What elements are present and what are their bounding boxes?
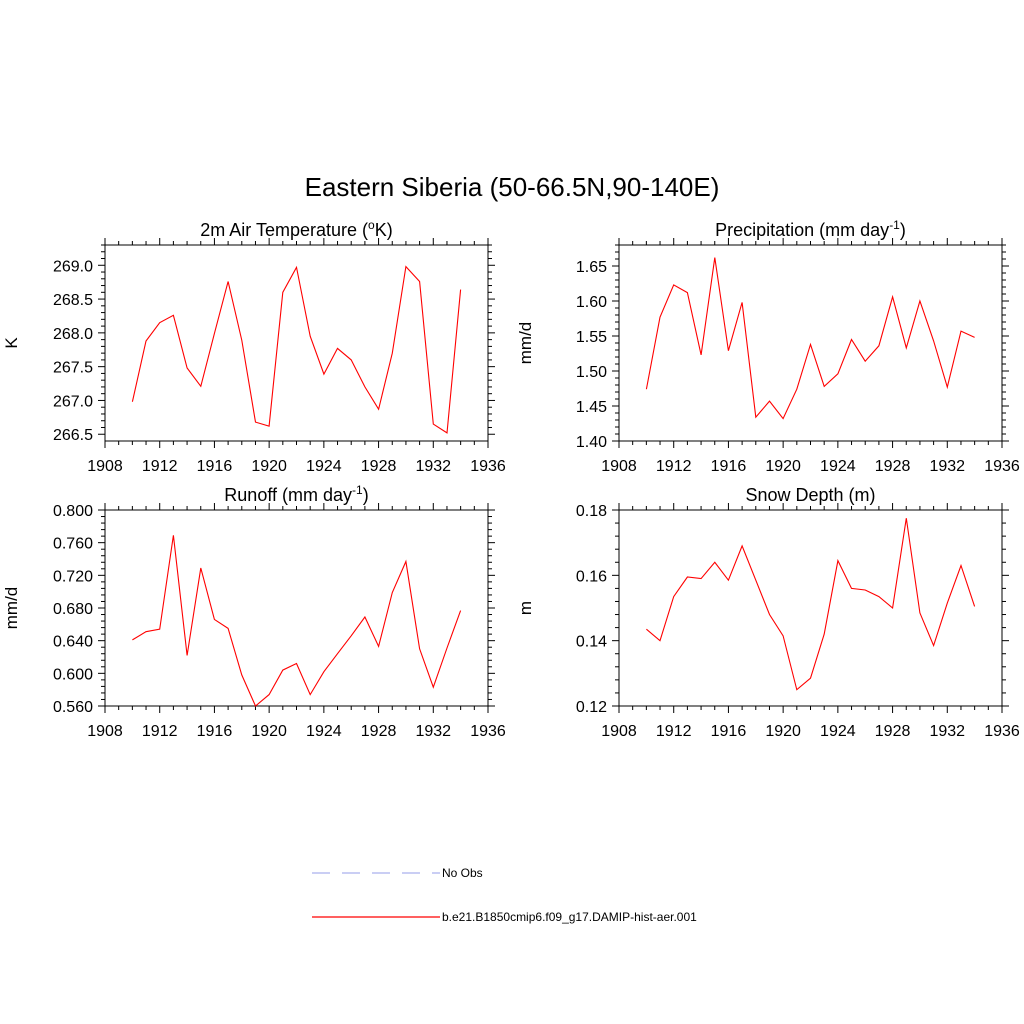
y-tick-label: 1.45 xyxy=(576,399,607,416)
panel-title: 2m Air Temperature (oK) xyxy=(200,218,392,240)
panel-title-end: ) xyxy=(900,220,906,240)
x-tick-label: 1932 xyxy=(415,723,451,740)
x-tick-label: 1924 xyxy=(820,458,856,475)
x-tick-label: 1912 xyxy=(142,723,178,740)
x-tick-label: 1924 xyxy=(306,458,342,475)
x-tick-label: 1916 xyxy=(711,723,747,740)
x-tick-label: 1936 xyxy=(470,458,506,475)
y-tick-label: 268.0 xyxy=(53,326,93,343)
panel-precipitation: 1908 1912 1916 1920 1924 1928 1932 1936 1.40 1.45… xyxy=(516,218,1020,475)
x-tick-label: 1908 xyxy=(87,723,123,740)
legend-label-model: b.e21.B1850cmip6.f09_g17.DAMIP-hist-aer.… xyxy=(442,910,697,924)
series-line-precipitation xyxy=(645,257,975,420)
series-line-snow-depth xyxy=(646,518,976,691)
plot-frame xyxy=(104,244,489,442)
y-tick-label: 0.12 xyxy=(576,699,607,716)
y-tick-label: 0.720 xyxy=(53,568,93,585)
panel-title-end: ) xyxy=(363,485,369,505)
x-tick-label: 1916 xyxy=(711,458,747,475)
x-tick-label: 1936 xyxy=(470,723,506,740)
y-tick-label: 267.5 xyxy=(53,360,93,377)
legend-label-no-obs: No Obs xyxy=(442,866,483,880)
x-tick-label: 1920 xyxy=(251,723,287,740)
x-tick-label: 1932 xyxy=(929,458,965,475)
panel-title-text: Precipitation (mm day xyxy=(715,220,889,240)
x-tick-label: 1912 xyxy=(656,723,692,740)
legend: No Obs b.e21.B1850cmip6.f09_g17.DAMIP-hi… xyxy=(312,866,697,924)
x-tick-label: 1928 xyxy=(361,458,397,475)
figure-title: Eastern Siberia (50-66.5N,90-140E) xyxy=(305,172,720,202)
y-tick-label: 0.16 xyxy=(576,568,607,585)
panel-title: Runoff (mm day-1) xyxy=(224,483,368,505)
y-tick-label: 268.5 xyxy=(53,292,93,309)
x-tick-label: 1912 xyxy=(142,458,178,475)
y-tick-label: 1.60 xyxy=(576,294,607,311)
y-tick-label: 0.760 xyxy=(53,536,93,553)
x-tick-label: 1908 xyxy=(601,723,637,740)
y-tick-label: 1.50 xyxy=(576,364,607,381)
panel-title: Snow Depth (m) xyxy=(745,485,875,505)
y-tick-label: 0.680 xyxy=(53,601,93,618)
y-tick-label: 0.18 xyxy=(576,503,607,520)
chart-panels: 1908 1912 1916 1920 1924 1928 1932 1936 266.5 267… xyxy=(2,218,1020,740)
x-tick-label: 1928 xyxy=(875,458,911,475)
x-tick-label: 1916 xyxy=(197,723,233,740)
y-tick-label: 266.5 xyxy=(53,427,93,444)
y-axis-label: mm/d xyxy=(2,587,21,630)
y-axis-label: K xyxy=(2,337,21,349)
y-axis-label: mm/d xyxy=(516,322,535,365)
y-tick-label: 1.55 xyxy=(576,329,607,346)
x-tick-label: 1920 xyxy=(251,458,287,475)
y-tick-label: 1.40 xyxy=(576,434,607,451)
y-tick-label: 0.600 xyxy=(53,666,93,683)
y-tick-label: 0.14 xyxy=(576,634,607,651)
y-tick-label: 267.0 xyxy=(53,393,93,410)
panel-title-end: K) xyxy=(375,220,393,240)
y-tick-label: 0.800 xyxy=(53,503,93,520)
panel-title-text: Runoff (mm day xyxy=(224,485,352,505)
x-tick-label: 1920 xyxy=(765,723,801,740)
x-tick-label: 1932 xyxy=(415,458,451,475)
y-tick-label: 0.560 xyxy=(53,699,93,716)
panel-air-temperature: 1908 1912 1916 1920 1924 1928 1932 1936 266.5 267… xyxy=(2,218,506,475)
x-tick-label: 1924 xyxy=(820,723,856,740)
panel-title-text: Snow Depth (m) xyxy=(745,485,875,505)
x-tick-label: 1928 xyxy=(875,723,911,740)
x-tick-label: 1908 xyxy=(601,458,637,475)
x-tick-label: 1908 xyxy=(87,458,123,475)
x-tick-label: 1932 xyxy=(929,723,965,740)
x-tick-label: 1916 xyxy=(197,458,233,475)
y-tick-label: 0.640 xyxy=(53,634,93,651)
x-tick-label: 1928 xyxy=(361,723,397,740)
y-axis-label: m xyxy=(516,601,535,615)
panel-snow-depth: 1908 1912 1916 1920 1924 1928 1932 1936 0.12 0.14… xyxy=(516,485,1020,740)
panel-title-superscript: o xyxy=(368,218,375,232)
x-tick-label: 1936 xyxy=(984,723,1020,740)
panel-title-superscript: -1 xyxy=(352,483,363,497)
y-tick-label: 269.0 xyxy=(53,258,93,275)
series-line-air-temperature xyxy=(131,265,462,434)
series-line-runoff xyxy=(132,535,462,707)
y-tick-label: 1.65 xyxy=(576,259,607,276)
x-tick-label: 1920 xyxy=(765,458,801,475)
panel-title-text: 2m Air Temperature ( xyxy=(200,220,368,240)
panel-title-superscript: -1 xyxy=(889,218,900,232)
x-tick-label: 1936 xyxy=(984,458,1020,475)
x-tick-label: 1912 xyxy=(656,458,692,475)
panel-title: Precipitation (mm day-1) xyxy=(715,218,906,240)
x-tick-label: 1924 xyxy=(306,723,342,740)
panel-runoff: 1908 1912 1916 1920 1924 1928 1932 1936 0.560 0.6… xyxy=(2,483,506,740)
